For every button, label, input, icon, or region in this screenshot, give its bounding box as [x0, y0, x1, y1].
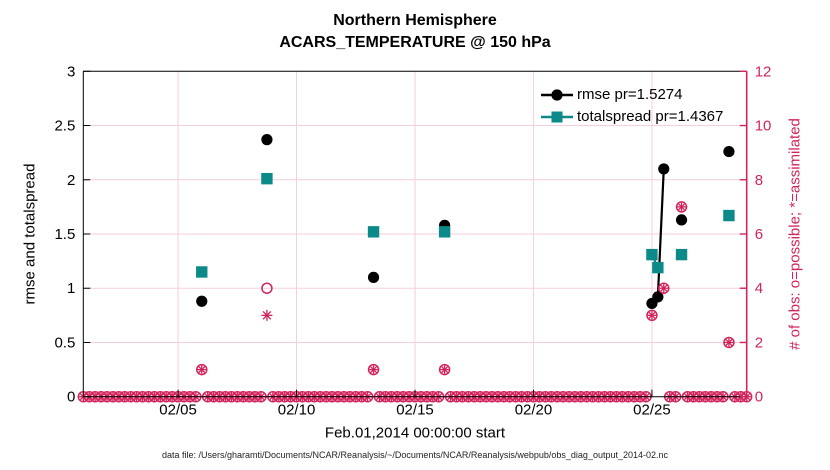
- x-tick-label: 02/25: [633, 402, 671, 419]
- rmse-point: [723, 145, 735, 158]
- rmse-point: [367, 271, 380, 283]
- rmse-point: [652, 291, 664, 303]
- rmse-point: [261, 134, 273, 146]
- totalspread-point: [723, 209, 735, 222]
- legend-label-rmse: rmse pr=1.5274: [577, 86, 683, 103]
- totalspread-point: [261, 172, 273, 185]
- chart-subtitle: ACARS_TEMPERATURE @ 150 hPa: [279, 34, 551, 51]
- possible-and-assimilated-obs-marker: [196, 363, 208, 376]
- x-tick-label: 02/10: [278, 402, 316, 419]
- possible-and-assimilated-obs-marker: [646, 309, 658, 322]
- y-left-tick-label: 2: [67, 172, 75, 189]
- chart-title-block: Northern Hemisphere ACARS_TEMPERATURE @ …: [0, 10, 830, 54]
- possible-and-assimilated-obs-marker: [675, 201, 688, 213]
- y-right-tick-label: 6: [755, 226, 763, 243]
- possible-and-assimilated-obs-marker: [438, 363, 451, 376]
- legend-item-totalspread: totalspread pr=1.4367: [540, 107, 723, 126]
- y-right-tick-label: 0: [755, 389, 763, 406]
- possible-and-assimilated-obs-marker: [658, 282, 670, 294]
- y-axis-left-label: rmse and totalspread: [21, 163, 39, 305]
- possible-and-assimilated-obs-marker: [660, 284, 668, 292]
- y-left-tick-label: 1: [67, 280, 75, 297]
- y-right-tick-label: 12: [755, 63, 772, 80]
- y-left-tick-label: 2.5: [54, 118, 75, 135]
- rmse-point: [675, 214, 688, 226]
- chart-legend: rmse pr=1.5274 totalspread pr=1.4367: [540, 85, 723, 129]
- totalspread-point: [675, 248, 688, 261]
- x-tick-label: 02/05: [159, 402, 197, 419]
- legend-label-totalspread: totalspread pr=1.4367: [577, 108, 724, 125]
- possible-and-assimilated-obs-marker: [370, 366, 378, 374]
- totalspread-point: [438, 226, 451, 238]
- y-right-tick-label: 10: [755, 118, 772, 135]
- rmse-point: [196, 295, 208, 307]
- totalspread-point: [652, 261, 664, 274]
- possible-and-assimilated-obs-marker: [723, 336, 735, 349]
- x-axis-label: Feb.01,2014 00:00:00 start: [324, 424, 506, 442]
- y-right-tick-label: 8: [755, 172, 763, 189]
- legend-item-rmse: rmse pr=1.5274: [540, 85, 723, 104]
- possible-and-assimilated-obs-marker: [678, 203, 686, 211]
- y-left-tick-label: 1.5: [54, 226, 75, 243]
- totalspread-point: [646, 248, 658, 261]
- possible-and-assimilated-obs-marker: [198, 366, 206, 374]
- chart-title: Northern Hemisphere: [333, 12, 497, 29]
- x-tick-label: 02/15: [396, 402, 434, 419]
- y-axis-right-label: # of obs: o=possible; *=assimilated: [786, 118, 804, 350]
- totalspread-point: [196, 266, 208, 278]
- possible-and-assimilated-obs-marker: [725, 338, 733, 346]
- data-file-caption: data file: /Users/gharamti/Documents/NCA…: [161, 450, 669, 460]
- possible-and-assimilated-obs-marker: [441, 366, 449, 374]
- y-right-tick-label: 2: [755, 334, 763, 351]
- assimilated-obs-marker: [262, 311, 272, 320]
- rmse-point: [658, 163, 670, 175]
- totalspread-legend-marker-icon: [541, 111, 573, 122]
- rmse-legend-marker-icon: [541, 88, 573, 101]
- possible-and-assimilated-obs-marker: [648, 311, 656, 319]
- totalspread-point: [367, 226, 380, 238]
- y-left-tick-label: 3: [67, 63, 75, 80]
- y-left-tick-label: 0.5: [54, 334, 75, 351]
- x-tick-label: 02/20: [515, 402, 553, 419]
- y-left-tick-label: 0: [67, 389, 75, 406]
- y-right-tick-label: 4: [755, 280, 763, 297]
- possible-obs-marker: [261, 282, 273, 294]
- possible-and-assimilated-obs-marker: [367, 363, 380, 376]
